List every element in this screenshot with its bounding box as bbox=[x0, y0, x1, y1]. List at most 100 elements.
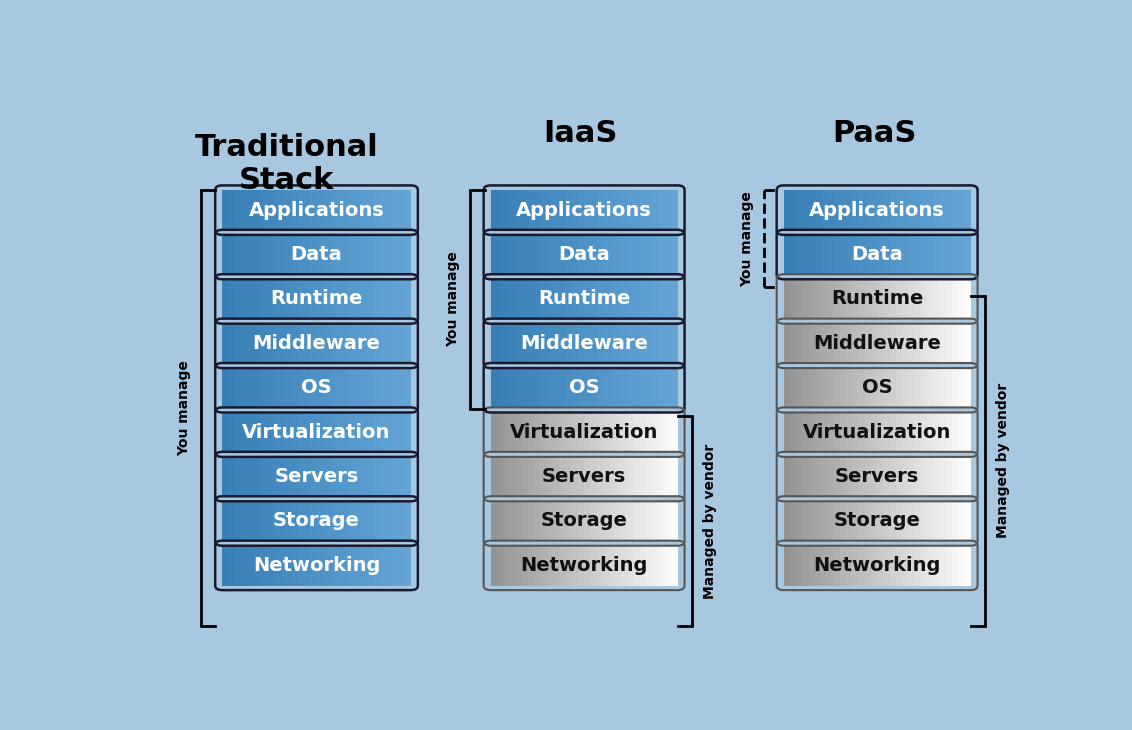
Bar bbox=[379, 545, 386, 585]
Bar bbox=[329, 234, 336, 274]
Bar bbox=[602, 501, 609, 541]
Bar bbox=[590, 367, 597, 408]
Text: Runtime: Runtime bbox=[271, 290, 362, 309]
Bar bbox=[342, 279, 349, 319]
Bar bbox=[398, 190, 405, 231]
Bar bbox=[945, 234, 952, 274]
Bar bbox=[646, 323, 653, 364]
Bar bbox=[404, 412, 411, 453]
Bar bbox=[572, 234, 578, 274]
Bar bbox=[278, 234, 285, 274]
Bar bbox=[890, 412, 897, 453]
Bar bbox=[653, 234, 659, 274]
Bar bbox=[646, 279, 653, 319]
Bar bbox=[803, 545, 809, 585]
Bar bbox=[952, 323, 959, 364]
Bar bbox=[628, 456, 634, 497]
Bar bbox=[646, 367, 653, 408]
Bar bbox=[940, 234, 946, 274]
Bar bbox=[367, 501, 374, 541]
Bar bbox=[577, 412, 584, 453]
Text: Middleware: Middleware bbox=[521, 334, 648, 353]
Bar bbox=[877, 234, 884, 274]
Bar bbox=[858, 279, 865, 319]
Bar bbox=[796, 190, 803, 231]
Bar bbox=[515, 545, 522, 585]
Bar bbox=[846, 234, 852, 274]
Bar bbox=[323, 501, 329, 541]
Bar bbox=[490, 190, 497, 231]
Bar bbox=[840, 367, 847, 408]
Bar bbox=[865, 545, 872, 585]
Bar bbox=[783, 190, 790, 231]
Bar bbox=[335, 367, 342, 408]
Bar bbox=[846, 501, 852, 541]
Bar bbox=[659, 323, 666, 364]
Bar bbox=[920, 501, 927, 541]
Bar bbox=[933, 367, 940, 408]
Bar bbox=[790, 323, 797, 364]
Bar bbox=[858, 456, 865, 497]
Bar bbox=[310, 323, 317, 364]
Bar bbox=[310, 456, 317, 497]
Bar bbox=[534, 412, 541, 453]
Bar bbox=[821, 367, 827, 408]
Bar bbox=[803, 234, 809, 274]
Bar bbox=[323, 279, 329, 319]
Bar bbox=[354, 279, 361, 319]
Bar bbox=[348, 367, 354, 408]
Bar bbox=[547, 279, 554, 319]
Bar bbox=[310, 190, 317, 231]
Text: Applications: Applications bbox=[809, 201, 945, 220]
Bar bbox=[254, 367, 260, 408]
Bar bbox=[386, 279, 393, 319]
Bar bbox=[552, 367, 559, 408]
Bar bbox=[317, 279, 324, 319]
Bar bbox=[317, 545, 324, 585]
Bar bbox=[248, 190, 254, 231]
Text: Applications: Applications bbox=[249, 201, 385, 220]
Bar bbox=[641, 234, 646, 274]
Bar bbox=[515, 456, 522, 497]
Text: Traditional
Stack: Traditional Stack bbox=[195, 133, 378, 195]
Bar bbox=[229, 501, 235, 541]
Bar bbox=[559, 501, 566, 541]
Bar bbox=[920, 412, 927, 453]
Bar bbox=[522, 323, 529, 364]
Bar bbox=[509, 545, 516, 585]
Bar bbox=[945, 323, 952, 364]
Bar bbox=[577, 190, 584, 231]
Bar bbox=[671, 190, 678, 231]
Bar bbox=[329, 323, 336, 364]
Bar bbox=[254, 234, 260, 274]
Bar bbox=[515, 323, 522, 364]
Bar bbox=[234, 412, 241, 453]
Bar bbox=[609, 234, 616, 274]
Bar bbox=[653, 412, 659, 453]
Bar bbox=[348, 412, 354, 453]
Bar bbox=[964, 456, 971, 497]
Bar bbox=[577, 456, 584, 497]
Bar bbox=[565, 234, 572, 274]
Bar bbox=[552, 323, 559, 364]
Bar bbox=[552, 456, 559, 497]
Bar bbox=[497, 234, 504, 274]
Bar bbox=[273, 234, 280, 274]
Bar bbox=[317, 412, 324, 453]
Bar bbox=[335, 279, 342, 319]
Bar bbox=[858, 412, 865, 453]
Bar bbox=[933, 456, 940, 497]
Bar bbox=[621, 279, 628, 319]
Bar bbox=[666, 367, 671, 408]
Bar bbox=[865, 323, 872, 364]
Bar bbox=[323, 323, 329, 364]
Bar bbox=[883, 501, 890, 541]
Bar bbox=[597, 412, 603, 453]
Bar bbox=[360, 279, 367, 319]
Bar bbox=[871, 279, 877, 319]
Bar bbox=[490, 367, 497, 408]
Bar bbox=[895, 545, 902, 585]
Bar bbox=[234, 545, 241, 585]
Bar bbox=[659, 545, 666, 585]
Bar bbox=[278, 190, 285, 231]
